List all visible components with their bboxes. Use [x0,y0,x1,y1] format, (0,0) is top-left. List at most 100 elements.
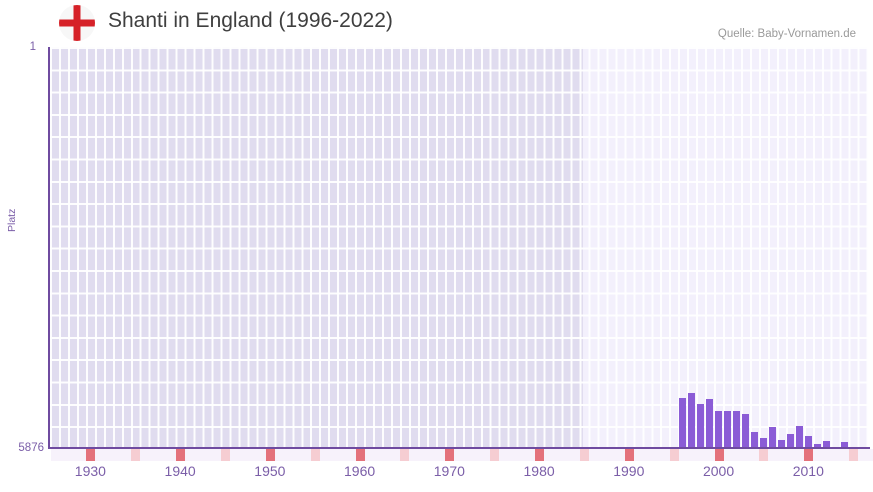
x-tick-mark-1993 [651,449,661,461]
x-tick-mark-1955 [310,449,320,461]
x-tick-mark-1953 [292,449,302,461]
x-tick-mark-1965 [400,449,410,461]
x-tick-mark-2007 [777,449,787,461]
x-tick-mark-1981 [544,449,554,461]
x-tick-mark-1970 [445,449,455,461]
bar-2008 [787,434,794,448]
x-tick-mark-2009 [795,449,805,461]
x-tick-mark-1974 [481,449,491,461]
x-tick-mark-1961 [364,449,374,461]
x-tick-mark-1948 [247,449,257,461]
x-tick-mark-1931 [95,449,105,461]
bar-1996 [679,398,687,448]
x-tick-mark-1996 [678,449,688,461]
x-axis-label-1950: 1950 [254,463,286,479]
x-tick-mark-2008 [786,449,796,461]
x-tick-mark-2011 [813,449,823,461]
x-axis-label-1970: 1970 [433,463,465,479]
x-tick-mark-1997 [687,449,697,461]
x-tick-mark-1945 [221,449,230,461]
x-tick-mark-1991 [633,449,643,461]
x-tick-mark-1952 [283,449,293,461]
x-tick-mark-1935 [131,449,141,461]
bar-2010 [805,436,812,448]
y-axis-tick-bottom: 5876 [18,442,44,454]
x-tick-mark-1929 [77,449,87,461]
x-tick-mark-1930 [86,449,96,461]
x-tick-mark-1957 [328,449,338,461]
chart-header: Shanti in England (1996-2022) Quelle: Ba… [0,0,873,46]
x-tick-mark-1940 [176,449,186,461]
x-tick-mark-1989 [615,449,625,461]
x-tick-mark-1950 [265,449,275,461]
bar-1999 [706,399,714,448]
x-tick-mark-1938 [158,449,168,461]
x-axis-label-1990: 1990 [613,463,645,479]
x-tick-mark-1982 [553,449,563,461]
x-tick-mark-1937 [149,449,159,461]
x-tick-mark-1969 [436,449,446,461]
bar-2002 [733,411,740,448]
x-tick-mark-2003 [741,449,751,461]
x-tick-mark-1963 [382,449,392,461]
x-tick-mark-1949 [256,449,266,461]
x-tick-mark-1960 [355,449,365,461]
x-tick-mark-1932 [104,449,114,461]
x-tick-mark-2010 [804,449,814,461]
bar-2006 [769,427,776,448]
x-tick-mark-1962 [373,449,383,461]
x-tick-mark-1966 [409,449,419,461]
x-tick-mark-1994 [660,449,670,461]
bar-2012 [822,441,830,448]
x-tick-mark-1971 [454,449,464,461]
x-axis-tick-marks [50,449,873,461]
x-axis-label-1930: 1930 [74,463,106,479]
x-tick-mark-1992 [642,449,652,461]
x-tick-mark-1927 [59,449,69,461]
bar-2001 [724,411,732,448]
x-tick-mark-1942 [194,449,204,461]
x-tick-mark-1939 [167,449,177,461]
x-tick-mark-1959 [346,449,356,461]
source-attribution: Quelle: Baby-Vornamen.de [717,28,856,40]
x-tick-mark-1947 [238,449,248,461]
x-tick-mark-1936 [140,449,150,461]
x-tick-mark-1943 [203,449,213,461]
x-tick-mark-1964 [391,449,401,461]
x-tick-mark-2004 [750,449,760,461]
x-tick-mark-1926 [50,449,60,461]
x-tick-mark-1928 [68,449,78,461]
bar-2005 [760,438,767,448]
x-tick-mark-1976 [499,449,509,461]
x-tick-mark-2006 [768,449,778,461]
y-axis-title: Platz [6,208,18,232]
plot-area [50,47,868,448]
x-tick-mark-1978 [517,449,527,461]
bar-2009 [796,426,803,448]
x-axis-label-2000: 2000 [702,463,735,479]
x-tick-mark-1954 [301,449,311,461]
x-axis-line [48,447,870,449]
bar-1998 [697,404,705,448]
x-tick-mark-1956 [319,449,329,461]
x-tick-mark-2002 [732,449,742,461]
bar-2003 [742,414,749,448]
x-axis-label-1940: 1940 [164,463,196,479]
x-tick-mark-1968 [427,449,437,461]
gridlines [50,47,868,448]
x-axis-label-2010: 2010 [792,463,824,479]
page-title: Shanti in England (1996-2022) [108,9,393,32]
x-tick-mark-1933 [113,449,123,461]
bar-2011 [813,444,821,448]
bar-2007 [778,440,785,448]
x-tick-mark-2013 [831,449,841,461]
x-tick-mark-2005 [759,449,769,461]
x-tick-mark-2000 [714,449,724,461]
x-tick-mark-2015 [849,449,859,461]
x-tick-mark-1986 [588,449,598,461]
x-tick-mark-1988 [606,449,616,461]
x-tick-mark-1946 [229,449,239,461]
x-tick-mark-2001 [723,449,733,461]
x-tick-mark-2012 [822,449,832,461]
